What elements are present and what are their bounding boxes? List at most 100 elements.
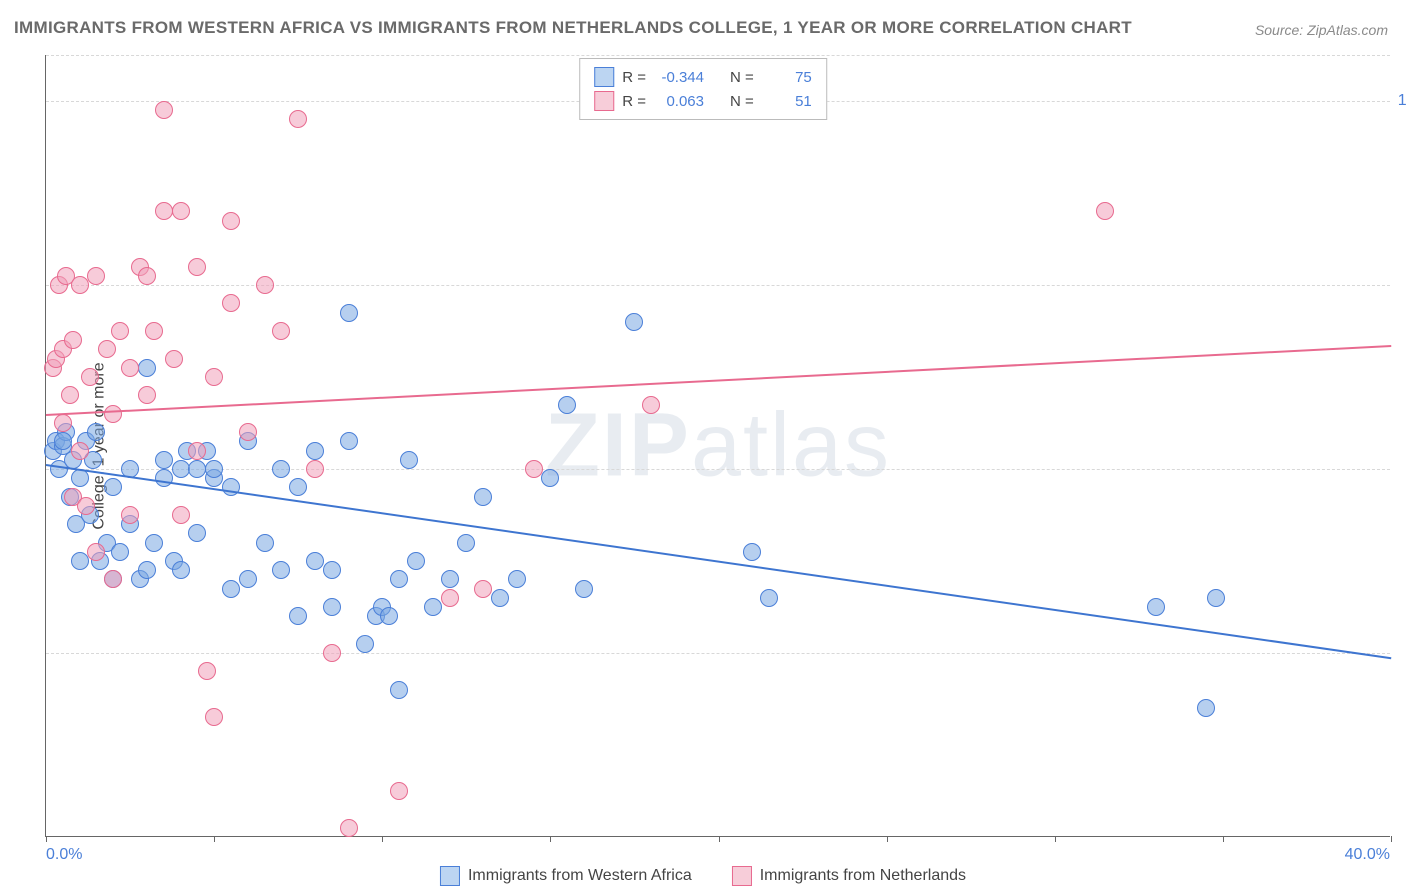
scatter-point [424,598,442,616]
scatter-point [441,570,459,588]
r-value: 0.063 [654,93,704,110]
scatter-point [390,681,408,699]
scatter-point [239,570,257,588]
scatter-point [272,561,290,579]
plot-area: ZIPatlas 40.0%60.0%80.0%100.0%0.0%40.0% [45,55,1390,837]
scatter-point [121,506,139,524]
scatter-point [222,212,240,230]
n-label: N = [730,69,754,86]
x-tick [887,836,888,842]
scatter-point [54,414,72,432]
x-tick [214,836,215,842]
trend-line [46,345,1391,416]
scatter-point [289,110,307,128]
scatter-point [104,405,122,423]
scatter-point [138,359,156,377]
scatter-point [323,598,341,616]
scatter-point [340,819,358,837]
scatter-point [1197,699,1215,717]
scatter-point [172,202,190,220]
scatter-point [491,589,509,607]
gridline-h [46,285,1390,286]
x-tick [550,836,551,842]
scatter-point [1096,202,1114,220]
scatter-point [111,322,129,340]
scatter-point [145,322,163,340]
scatter-point [289,607,307,625]
scatter-point [380,607,398,625]
x-tick [382,836,383,842]
legend-swatch-pink [594,91,614,111]
scatter-point [54,432,72,450]
y-tick-label: 100.0% [1398,92,1406,110]
legend-row-series-1: R = -0.344 N = 75 [594,65,812,89]
r-label: R = [622,93,646,110]
x-axis-min-label: 0.0% [46,846,82,864]
scatter-point [272,460,290,478]
scatter-point [323,561,341,579]
scatter-point [188,442,206,460]
scatter-point [222,294,240,312]
n-value: 75 [762,69,812,86]
legend-label: Immigrants from Western Africa [468,867,692,885]
scatter-point [239,423,257,441]
legend-label: Immigrants from Netherlands [760,867,966,885]
scatter-point [188,460,206,478]
scatter-point [155,451,173,469]
scatter-point [138,386,156,404]
gridline-h [46,55,1390,56]
gridline-h [46,653,1390,654]
scatter-point [104,478,122,496]
scatter-point [87,267,105,285]
correlation-legend: R = -0.344 N = 75 R = 0.063 N = 51 [579,58,827,120]
watermark: ZIPatlas [545,394,891,497]
trend-line [46,464,1391,659]
scatter-point [222,478,240,496]
scatter-point [121,359,139,377]
gridline-h [46,469,1390,470]
scatter-point [155,101,173,119]
scatter-point [508,570,526,588]
n-value: 51 [762,93,812,110]
r-value: -0.344 [654,69,704,86]
legend-item-netherlands: Immigrants from Netherlands [732,866,966,886]
scatter-point [111,543,129,561]
scatter-point [390,782,408,800]
chart-container: IMMIGRANTS FROM WESTERN AFRICA VS IMMIGR… [0,0,1406,892]
scatter-point [272,322,290,340]
scatter-point [1147,598,1165,616]
scatter-point [256,276,274,294]
x-tick [1055,836,1056,842]
scatter-point [172,506,190,524]
x-tick [1391,836,1392,842]
source-attribution: Source: ZipAtlas.com [1255,22,1388,38]
scatter-point [474,580,492,598]
watermark-suffix: atlas [691,395,891,495]
scatter-point [71,276,89,294]
scatter-point [138,267,156,285]
scatter-point [340,304,358,322]
scatter-point [457,534,475,552]
scatter-point [165,350,183,368]
scatter-point [407,552,425,570]
scatter-point [541,469,559,487]
scatter-point [205,708,223,726]
scatter-point [172,460,190,478]
scatter-point [87,423,105,441]
scatter-point [155,469,173,487]
legend-swatch-pink [732,866,752,886]
scatter-point [441,589,459,607]
scatter-point [306,442,324,460]
x-tick [1223,836,1224,842]
scatter-point [256,534,274,552]
scatter-point [340,432,358,450]
scatter-point [474,488,492,506]
scatter-point [558,396,576,414]
x-tick [46,836,47,842]
scatter-point [87,543,105,561]
scatter-point [98,340,116,358]
scatter-point [198,662,216,680]
scatter-point [61,386,79,404]
scatter-point [743,543,761,561]
scatter-point [222,580,240,598]
